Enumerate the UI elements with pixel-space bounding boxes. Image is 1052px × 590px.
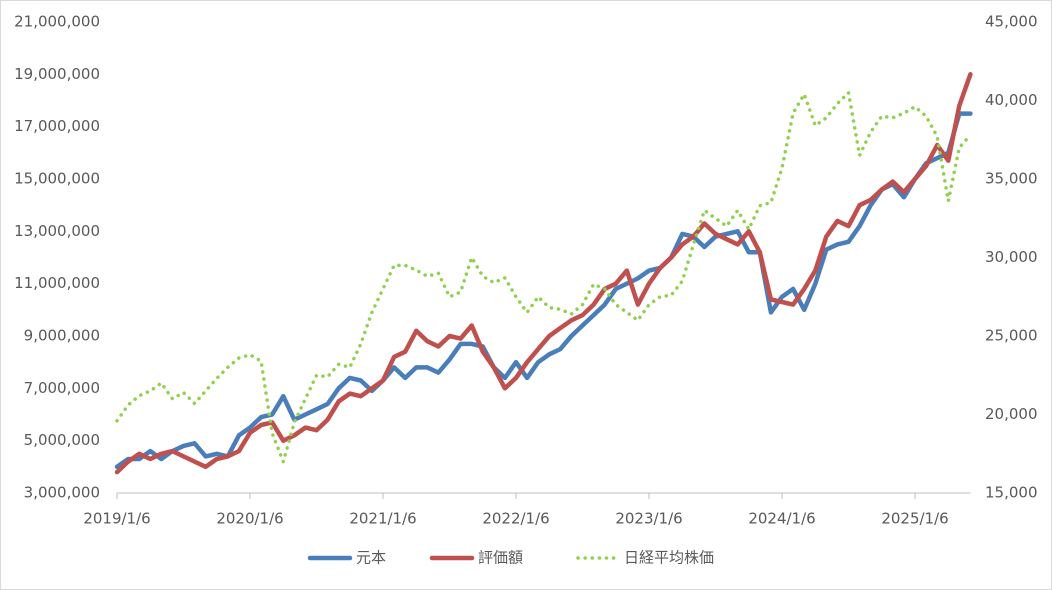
y2-tick-label: 15,000	[985, 484, 1038, 502]
series-line	[114, 111, 973, 470]
y2-tick-label: 35,000	[985, 170, 1038, 188]
x-tick-label: 2021/1/6	[349, 510, 416, 528]
x-tick-label: 2023/1/6	[615, 510, 682, 528]
y2-tick-label: 30,000	[985, 248, 1038, 266]
x-tick-label: 2024/1/6	[748, 510, 815, 528]
y-tick-label: 11,000,000	[14, 274, 100, 292]
y-tick-label: 3,000,000	[24, 484, 100, 502]
series-line	[114, 72, 973, 475]
y-tick-label: 13,000,000	[14, 222, 100, 240]
series-line	[115, 90, 973, 464]
y2-tick-label: 45,000	[985, 13, 1038, 31]
y-tick-label: 9,000,000	[24, 327, 100, 345]
legend-label: 元本	[356, 549, 386, 567]
y-tick-label: 19,000,000	[14, 65, 100, 83]
y-tick-label: 7,000,000	[24, 379, 100, 397]
x-tick-label: 2020/1/6	[216, 510, 283, 528]
y2-tick-label: 40,000	[985, 91, 1038, 109]
y-tick-label: 15,000,000	[14, 170, 100, 188]
y-tick-label: 5,000,000	[24, 431, 100, 449]
y-tick-label: 21,000,000	[14, 13, 100, 31]
legend-label: 日経平均株価	[624, 549, 714, 567]
y2-tick-label: 25,000	[985, 327, 1038, 345]
legend-label: 評価額	[478, 549, 523, 567]
x-tick-label: 2025/1/6	[881, 510, 948, 528]
y2-tick-label: 20,000	[985, 405, 1038, 423]
y-tick-label: 17,000,000	[14, 117, 100, 135]
x-tick-label: 2019/1/6	[83, 510, 150, 528]
x-tick-label: 2022/1/6	[482, 510, 549, 528]
